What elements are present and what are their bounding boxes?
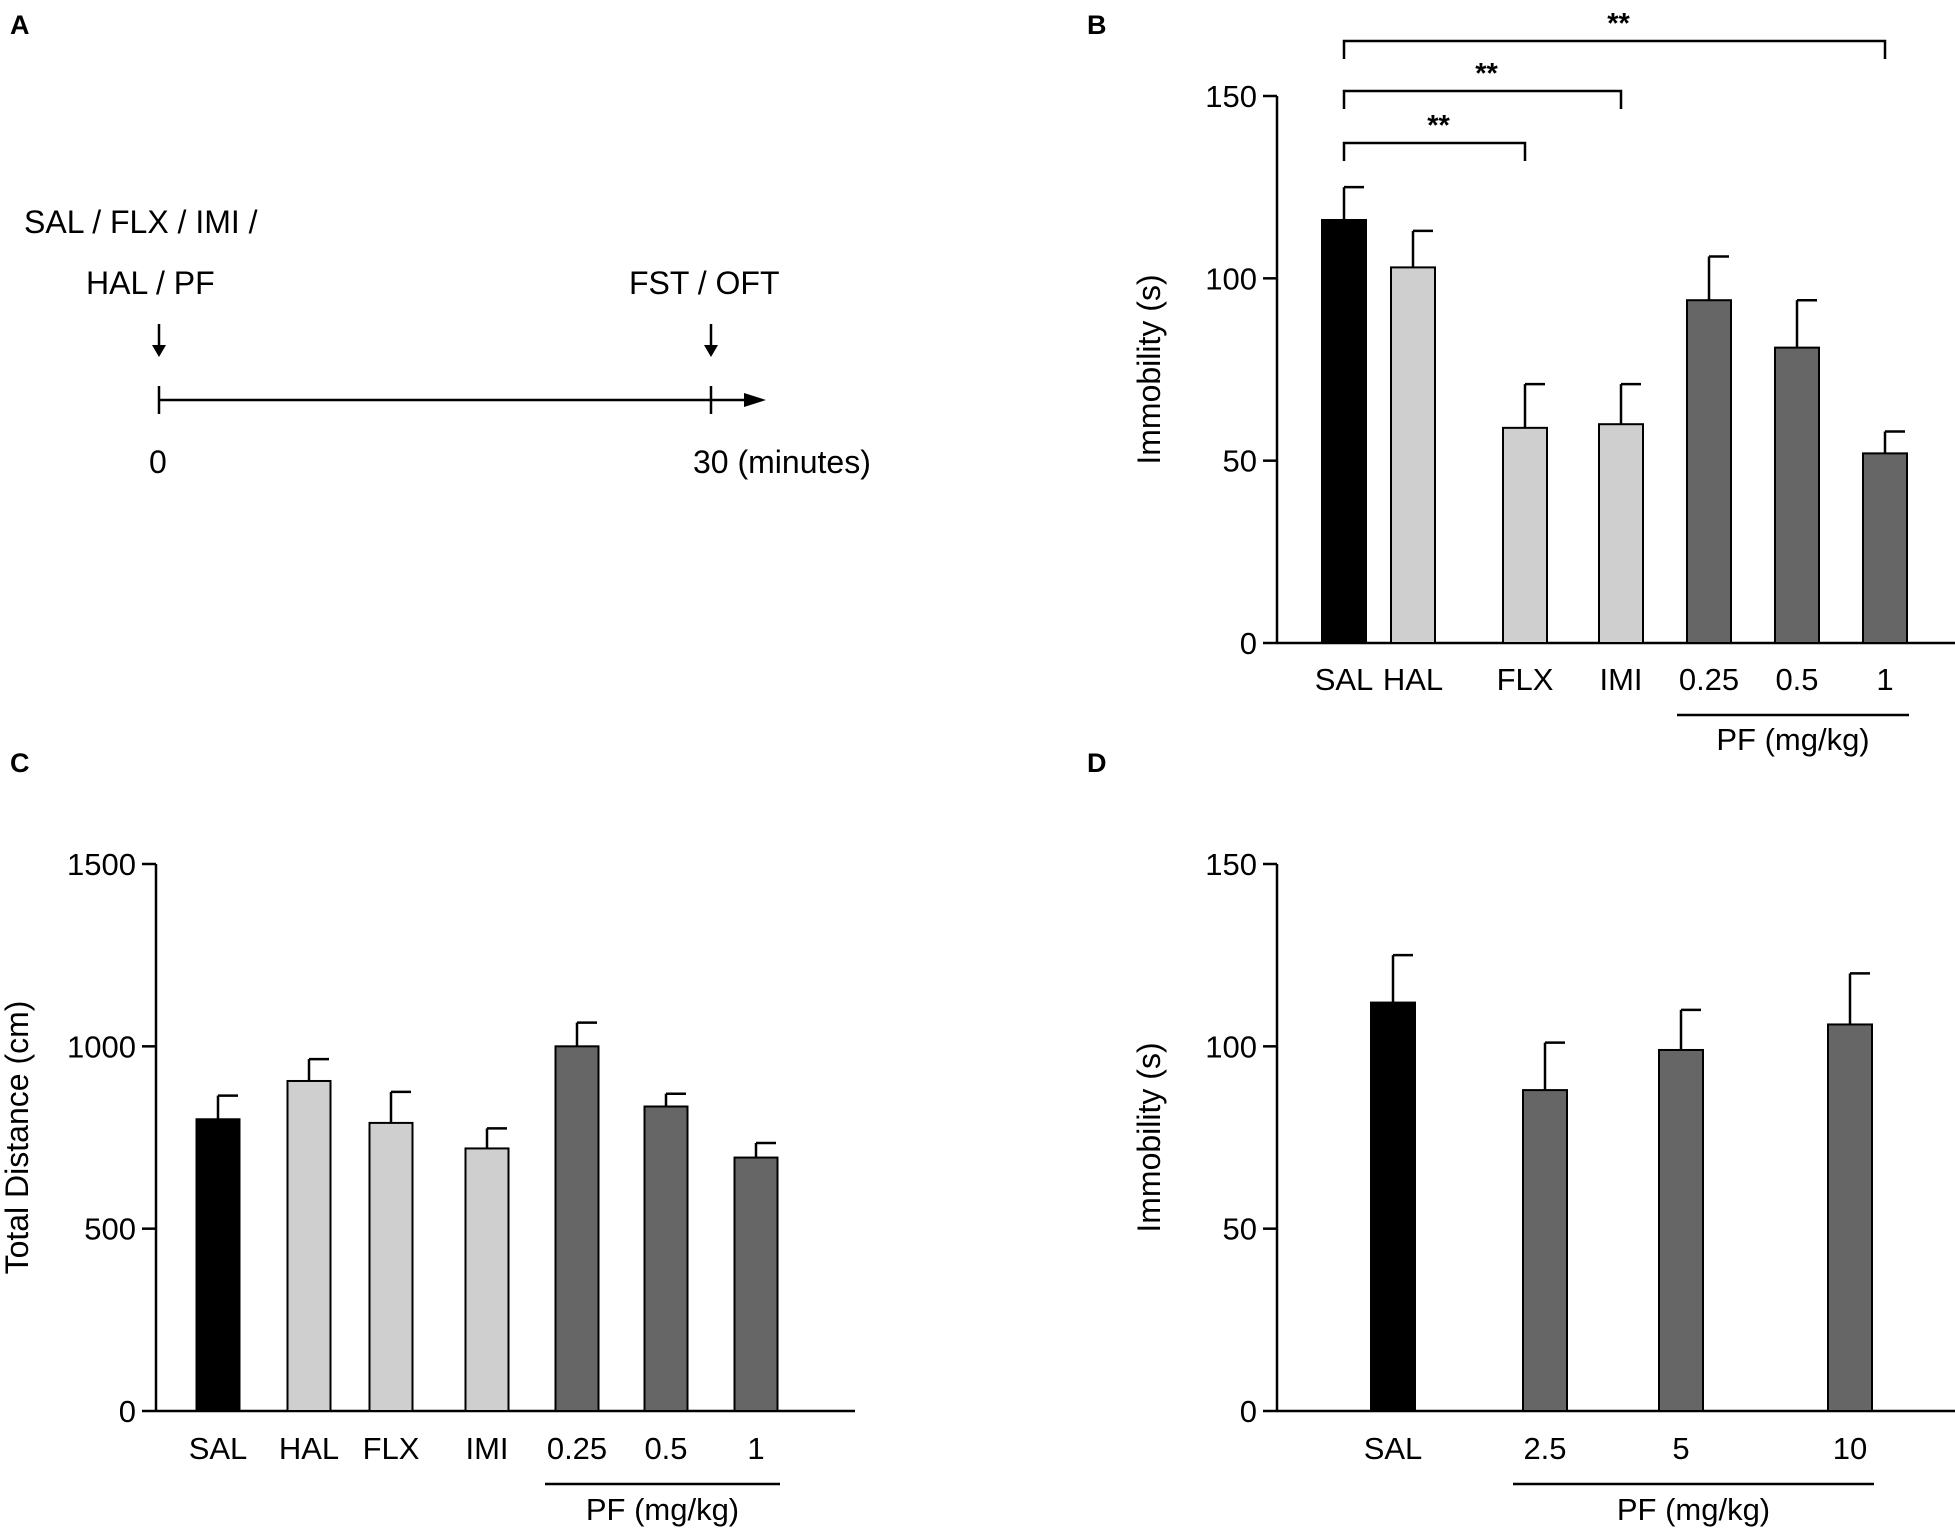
x-tick-label: HAL bbox=[1383, 662, 1443, 697]
x-tick-label: 1 bbox=[747, 1431, 764, 1466]
bar-SAL bbox=[1321, 218, 1367, 644]
bar-0.25 bbox=[554, 1045, 600, 1413]
significance-bracket bbox=[1342, 89, 1623, 109]
treatment-arrow-head bbox=[152, 345, 166, 357]
treatment-label-line2: HAL / PF bbox=[86, 265, 215, 301]
bar-2.5 bbox=[1522, 1089, 1568, 1413]
panel-letter-b: B bbox=[1087, 10, 1107, 40]
x-tick-label: FLX bbox=[363, 1431, 420, 1466]
panel-letter-a: A bbox=[10, 10, 30, 40]
y-axis-title: Total Distance (cm) bbox=[0, 1001, 35, 1275]
group-label: PF (mg/kg) bbox=[1716, 722, 1869, 757]
x-tick-label: 10 bbox=[1833, 1431, 1867, 1466]
significance-bracket bbox=[1342, 141, 1527, 161]
x-tick-label: 0.25 bbox=[547, 1431, 607, 1466]
treatment-label-line1: SAL / FLX / IMI / bbox=[24, 204, 258, 240]
x-tick-label: SAL bbox=[189, 1431, 248, 1466]
x-tick-label: 5 bbox=[1672, 1431, 1689, 1466]
test-arrow-head bbox=[704, 345, 718, 357]
timeline-end-label: 30 (minutes) bbox=[693, 444, 871, 480]
bar-IMI bbox=[1598, 423, 1644, 645]
bar-SAL bbox=[195, 1118, 241, 1413]
bar-0.5 bbox=[1774, 346, 1820, 644]
chart-d: 0 50 100 150 Immobility (s) SAL 2.5 5 10 PF (mg/k… bbox=[1131, 847, 1955, 1527]
panel-c: C 0 500 1000 1500 Total Distance (cm) SAL HAL F… bbox=[0, 748, 855, 1527]
y-tick-label: 0 bbox=[1240, 626, 1257, 661]
y-tick-label: 50 bbox=[1223, 1212, 1257, 1247]
bar-SAL bbox=[1370, 1001, 1416, 1412]
chart-c: 0 500 1000 1500 Total Distance (cm) SAL HAL FLX… bbox=[0, 847, 855, 1527]
bar-FLX bbox=[1502, 426, 1548, 645]
bar-0.25 bbox=[1686, 299, 1732, 644]
x-tick-label: SAL bbox=[1364, 1431, 1423, 1466]
x-tick-label: IMI bbox=[465, 1431, 508, 1466]
chart-b: 0 50 100 150 Immobility (s) SAL HAL FLX IMI 0.25 0… bbox=[1131, 8, 1955, 757]
y-axis-title: Immobility (s) bbox=[1131, 274, 1167, 464]
panel-a: A SAL / FLX / IMI / HAL / PF FST / OFT 0… bbox=[10, 10, 871, 480]
y-tick-label: 100 bbox=[1205, 1029, 1257, 1064]
x-tick-label: 0.5 bbox=[644, 1431, 687, 1466]
y-tick-label: 100 bbox=[1205, 261, 1257, 296]
group-label: PF (mg/kg) bbox=[1617, 1492, 1770, 1527]
bar-HAL bbox=[286, 1079, 332, 1413]
x-tick-label: HAL bbox=[279, 1431, 339, 1466]
x-tick-label: FLX bbox=[1497, 662, 1554, 697]
x-tick-label: SAL bbox=[1315, 662, 1374, 697]
timeline-arrow-head bbox=[744, 393, 766, 407]
bar-1 bbox=[1862, 452, 1908, 644]
bar-5 bbox=[1658, 1048, 1704, 1412]
y-tick-label: 50 bbox=[1223, 444, 1257, 479]
x-tick-label: 0.5 bbox=[1775, 662, 1818, 697]
bar-FLX bbox=[368, 1121, 414, 1412]
x-tick-label: 0.25 bbox=[1679, 662, 1739, 697]
y-tick-label: 150 bbox=[1205, 847, 1257, 882]
y-tick-label: 500 bbox=[84, 1212, 136, 1247]
x-tick-label: 1 bbox=[1876, 662, 1893, 697]
x-tick-label: IMI bbox=[1599, 662, 1642, 697]
y-tick-label: 1500 bbox=[67, 847, 136, 882]
significance-bracket bbox=[1342, 39, 1887, 59]
timeline-start-label: 0 bbox=[149, 444, 167, 480]
bar-HAL bbox=[1390, 266, 1436, 644]
test-label: FST / OFT bbox=[629, 265, 780, 301]
significance-label: ** bbox=[1427, 110, 1450, 142]
x-tick-label: 2.5 bbox=[1523, 1431, 1566, 1466]
panel-b: B 0 50 100 150 Immobility (s) SAL HAL FLX IMI 0.2… bbox=[1087, 8, 1955, 757]
y-tick-label: 1000 bbox=[67, 1029, 136, 1064]
y-tick-label: 150 bbox=[1205, 79, 1257, 114]
significance-label: ** bbox=[1607, 8, 1630, 40]
panel-letter-d: D bbox=[1087, 748, 1107, 778]
panel-d: D 0 50 100 150 Immobility (s) SAL 2.5 5 10 PF (mg… bbox=[1087, 748, 1955, 1527]
y-axis-title: Immobility (s) bbox=[1131, 1042, 1167, 1232]
panel-letter-c: C bbox=[10, 748, 30, 778]
bar-10 bbox=[1827, 1023, 1873, 1413]
y-tick-label: 0 bbox=[119, 1394, 136, 1429]
group-label: PF (mg/kg) bbox=[586, 1492, 739, 1527]
bar-1 bbox=[733, 1156, 779, 1412]
bar-IMI bbox=[464, 1147, 510, 1412]
significance-label: ** bbox=[1475, 58, 1498, 90]
bar-0.5 bbox=[643, 1105, 689, 1412]
y-tick-label: 0 bbox=[1240, 1394, 1257, 1429]
